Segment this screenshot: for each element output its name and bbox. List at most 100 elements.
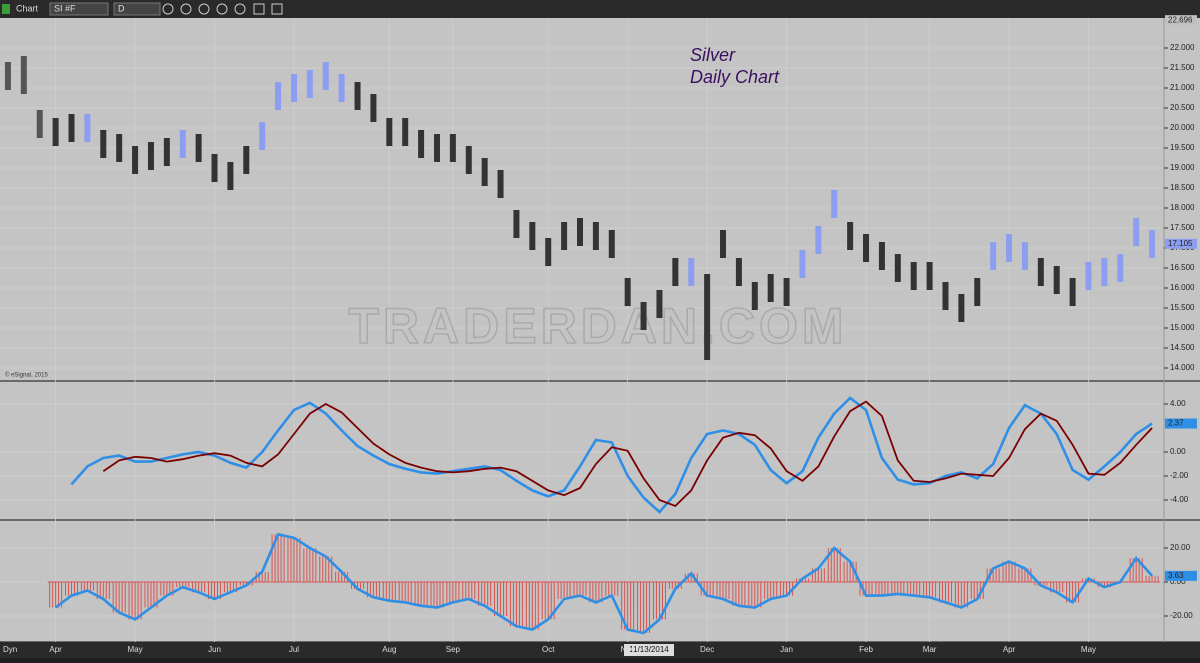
price-bar xyxy=(163,138,170,166)
price-bar xyxy=(704,274,711,360)
value-tag xyxy=(1165,570,1197,581)
price-bar xyxy=(513,210,520,238)
price-bar xyxy=(910,262,917,290)
price-bar xyxy=(624,278,631,306)
chart-title: Silver xyxy=(690,45,736,65)
price-bar xyxy=(497,170,504,198)
x-tick-label: Jun xyxy=(208,645,221,654)
y-tick-label: 18.500 xyxy=(1170,183,1195,192)
x-tick-label: Jul xyxy=(289,645,299,654)
price-bar xyxy=(100,130,107,158)
y-tick-label: 18.000 xyxy=(1170,203,1195,212)
price-bar xyxy=(68,114,75,142)
y-tick-label: -4.00 xyxy=(1170,495,1189,504)
price-bar xyxy=(402,118,409,146)
price-bar xyxy=(1069,278,1076,306)
price-bar xyxy=(735,258,742,286)
price-bar xyxy=(831,190,838,218)
y-tick-label: 21.500 xyxy=(1170,63,1195,72)
price-bar xyxy=(608,230,615,258)
y-tick-label: 16.500 xyxy=(1170,263,1195,272)
value-tag xyxy=(1165,238,1197,249)
price-bar xyxy=(179,130,186,158)
tool-icon[interactable] xyxy=(198,3,210,15)
price-bar xyxy=(672,258,679,286)
value-tag xyxy=(1165,15,1197,26)
price-bar xyxy=(1006,234,1013,262)
x-tick-label: Jan xyxy=(780,645,793,654)
copyright: © eSignal, 2015 xyxy=(5,372,48,379)
tool-icon[interactable] xyxy=(253,3,265,15)
price-bar xyxy=(592,222,599,250)
symbol[interactable]: SI #F xyxy=(54,3,76,13)
price-bar xyxy=(338,74,345,102)
price-bar xyxy=(688,258,695,286)
chart-label: Chart xyxy=(16,3,39,13)
symbol-box[interactable] xyxy=(49,2,109,16)
price-bar xyxy=(1149,230,1156,258)
y-tick-label: 21.000 xyxy=(1170,83,1195,92)
y-tick-label: 20.00 xyxy=(1170,543,1191,552)
price-bar xyxy=(878,242,885,270)
interval[interactable]: D xyxy=(118,3,125,13)
oscillator-line xyxy=(70,396,1153,514)
price-bar xyxy=(449,134,456,162)
price-bar xyxy=(36,110,43,138)
x-tick-label: Dec xyxy=(700,645,714,654)
price-bar xyxy=(847,222,854,250)
y-tick-label: 20.500 xyxy=(1170,103,1195,112)
price-bar xyxy=(227,162,234,190)
price-bar xyxy=(1053,266,1060,294)
price-bar xyxy=(1101,258,1108,286)
y-tick-label: 15.000 xyxy=(1170,323,1195,332)
price-bar xyxy=(926,262,933,290)
price-bar xyxy=(147,142,154,170)
y-tick-label: 4.00 xyxy=(1170,399,1186,408)
footer-mode: Dyn xyxy=(3,645,17,654)
y-tick-label: 0.00 xyxy=(1170,447,1186,456)
y-tick-label: 15.500 xyxy=(1170,303,1195,312)
price-bar xyxy=(275,82,282,110)
y-tick-label: 17.500 xyxy=(1170,223,1195,232)
x-tick-label: Sep xyxy=(446,645,461,654)
x-tick-label: Feb xyxy=(859,645,873,654)
x-tick-label: Apr xyxy=(49,645,62,654)
price-bar xyxy=(577,218,583,246)
tool-icon[interactable] xyxy=(162,3,174,15)
x-tick-label: Apr xyxy=(1003,645,1016,654)
interval-box[interactable] xyxy=(113,2,161,16)
price-bar xyxy=(561,222,568,250)
price-bar xyxy=(751,282,758,310)
y-tick-label: -2.00 xyxy=(1170,471,1189,480)
toolbar xyxy=(0,0,1200,18)
price-bar xyxy=(894,254,901,282)
y-tick-label: 16.000 xyxy=(1170,283,1195,292)
value-tag-label: 2.37 xyxy=(1168,419,1184,428)
tool-icon[interactable] xyxy=(271,3,283,15)
chart-icon xyxy=(2,4,10,14)
price-bar xyxy=(815,226,822,254)
price-bar xyxy=(990,242,997,270)
x-tick-label: May xyxy=(1081,645,1096,654)
price-bar xyxy=(1133,218,1140,246)
x-tick-label: Nov xyxy=(621,645,635,654)
tool-icon[interactable] xyxy=(234,3,246,15)
price-bar xyxy=(211,154,218,182)
price-bar xyxy=(465,146,472,174)
tool-icon[interactable] xyxy=(216,3,228,15)
x-tick-label: Mar xyxy=(923,645,937,654)
price-bar xyxy=(1037,258,1044,286)
y-tick-label: 14.000 xyxy=(1170,363,1195,372)
price-bar xyxy=(1117,254,1124,282)
y-tick-label: 19.000 xyxy=(1170,163,1195,172)
y-tick-label: 19.500 xyxy=(1170,143,1195,152)
price-bar xyxy=(84,114,91,142)
tool-icon[interactable] xyxy=(180,3,192,15)
price-bar xyxy=(4,62,11,90)
x-tick-label: Aug xyxy=(382,645,396,654)
value-tag-label: 17.105 xyxy=(1168,239,1193,248)
toolbar-icons xyxy=(162,3,283,15)
price-bar xyxy=(656,290,663,318)
price-bar xyxy=(1085,262,1092,290)
